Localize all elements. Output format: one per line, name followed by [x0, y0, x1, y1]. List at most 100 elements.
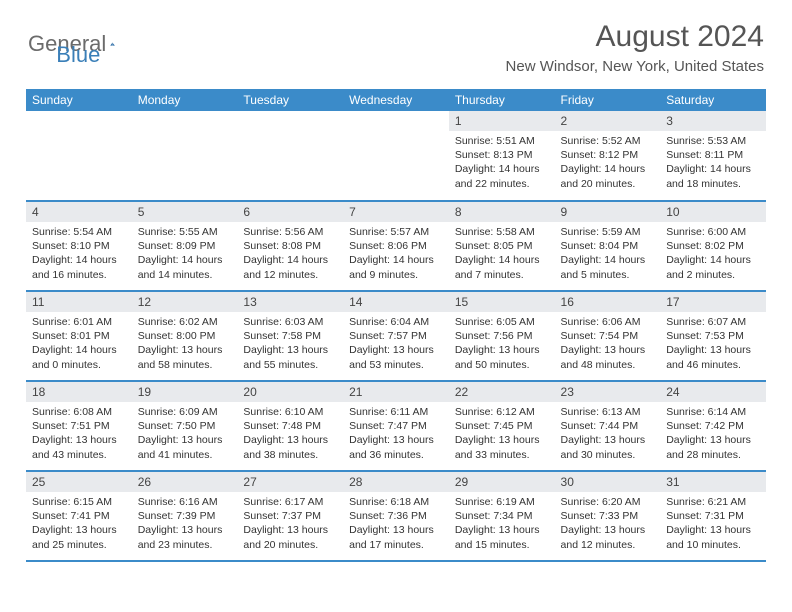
- sunset-text: Sunset: 7:54 PM: [561, 329, 655, 343]
- sunrise-text: Sunrise: 6:20 AM: [561, 495, 655, 509]
- sunset-text: Sunset: 7:45 PM: [455, 419, 549, 433]
- sunrise-text: Sunrise: 6:14 AM: [666, 405, 760, 419]
- sunrise-text: Sunrise: 5:59 AM: [561, 225, 655, 239]
- day-details: Sunrise: 6:02 AMSunset: 8:00 PMDaylight:…: [132, 312, 238, 376]
- day-cell: 22Sunrise: 6:12 AMSunset: 7:45 PMDayligh…: [449, 381, 555, 471]
- sunset-text: Sunset: 7:50 PM: [138, 419, 232, 433]
- daylight-text-2: and 55 minutes.: [243, 358, 337, 372]
- day-cell: 10Sunrise: 6:00 AMSunset: 8:02 PMDayligh…: [660, 201, 766, 291]
- sunrise-text: Sunrise: 6:09 AM: [138, 405, 232, 419]
- sunrise-text: Sunrise: 5:55 AM: [138, 225, 232, 239]
- title-block: August 2024 New Windsor, New York, Unite…: [506, 20, 764, 75]
- daylight-text: Daylight: 13 hours: [666, 433, 760, 447]
- day-number: 6: [237, 202, 343, 222]
- day-number: 7: [343, 202, 449, 222]
- sunset-text: Sunset: 7:31 PM: [666, 509, 760, 523]
- day-cell: 6Sunrise: 5:56 AMSunset: 8:08 PMDaylight…: [237, 201, 343, 291]
- day-details: Sunrise: 5:55 AMSunset: 8:09 PMDaylight:…: [132, 222, 238, 286]
- day-header-cell: Tuesday: [237, 89, 343, 111]
- day-number: 8: [449, 202, 555, 222]
- logo-text-blue: Blue: [56, 42, 100, 68]
- day-cell: 27Sunrise: 6:17 AMSunset: 7:37 PMDayligh…: [237, 471, 343, 561]
- daylight-text-2: and 48 minutes.: [561, 358, 655, 372]
- daylight-text: Daylight: 13 hours: [455, 523, 549, 537]
- sunset-text: Sunset: 7:44 PM: [561, 419, 655, 433]
- daylight-text: Daylight: 13 hours: [666, 523, 760, 537]
- daylight-text-2: and 41 minutes.: [138, 448, 232, 462]
- day-cell: 24Sunrise: 6:14 AMSunset: 7:42 PMDayligh…: [660, 381, 766, 471]
- day-number: 15: [449, 292, 555, 312]
- day-number: 10: [660, 202, 766, 222]
- day-details: Sunrise: 6:09 AMSunset: 7:50 PMDaylight:…: [132, 402, 238, 466]
- sunrise-text: Sunrise: 6:08 AM: [32, 405, 126, 419]
- sunset-text: Sunset: 8:09 PM: [138, 239, 232, 253]
- day-cell: 31Sunrise: 6:21 AMSunset: 7:31 PMDayligh…: [660, 471, 766, 561]
- sunrise-text: Sunrise: 6:01 AM: [32, 315, 126, 329]
- day-cell: 15Sunrise: 6:05 AMSunset: 7:56 PMDayligh…: [449, 291, 555, 381]
- daylight-text-2: and 33 minutes.: [455, 448, 549, 462]
- sunset-text: Sunset: 7:33 PM: [561, 509, 655, 523]
- daylight-text: Daylight: 13 hours: [349, 343, 443, 357]
- day-details: Sunrise: 6:19 AMSunset: 7:34 PMDaylight:…: [449, 492, 555, 556]
- day-details: Sunrise: 6:10 AMSunset: 7:48 PMDaylight:…: [237, 402, 343, 466]
- daylight-text-2: and 20 minutes.: [561, 177, 655, 191]
- sunrise-text: Sunrise: 5:56 AM: [243, 225, 337, 239]
- daylight-text-2: and 2 minutes.: [666, 268, 760, 282]
- day-details: Sunrise: 6:08 AMSunset: 7:51 PMDaylight:…: [26, 402, 132, 466]
- day-details: Sunrise: 6:07 AMSunset: 7:53 PMDaylight:…: [660, 312, 766, 376]
- sunset-text: Sunset: 7:34 PM: [455, 509, 549, 523]
- day-cell: 11Sunrise: 6:01 AMSunset: 8:01 PMDayligh…: [26, 291, 132, 381]
- day-details: Sunrise: 6:01 AMSunset: 8:01 PMDaylight:…: [26, 312, 132, 376]
- sunrise-text: Sunrise: 6:13 AM: [561, 405, 655, 419]
- sunset-text: Sunset: 8:02 PM: [666, 239, 760, 253]
- day-cell: 2Sunrise: 5:52 AMSunset: 8:12 PMDaylight…: [555, 111, 661, 201]
- daylight-text: Daylight: 13 hours: [455, 433, 549, 447]
- daylight-text-2: and 15 minutes.: [455, 538, 549, 552]
- day-details: Sunrise: 6:04 AMSunset: 7:57 PMDaylight:…: [343, 312, 449, 376]
- week-row: 25Sunrise: 6:15 AMSunset: 7:41 PMDayligh…: [26, 471, 766, 561]
- day-details: Sunrise: 5:51 AMSunset: 8:13 PMDaylight:…: [449, 131, 555, 195]
- sunset-text: Sunset: 7:51 PM: [32, 419, 126, 433]
- day-number: 4: [26, 202, 132, 222]
- logo: General Blue: [28, 20, 100, 68]
- day-cell: 21Sunrise: 6:11 AMSunset: 7:47 PMDayligh…: [343, 381, 449, 471]
- day-details: Sunrise: 6:06 AMSunset: 7:54 PMDaylight:…: [555, 312, 661, 376]
- sunset-text: Sunset: 7:58 PM: [243, 329, 337, 343]
- month-title: August 2024: [506, 20, 764, 54]
- sunrise-text: Sunrise: 5:57 AM: [349, 225, 443, 239]
- daylight-text: Daylight: 13 hours: [138, 523, 232, 537]
- sunrise-text: Sunrise: 6:02 AM: [138, 315, 232, 329]
- day-cell: 19Sunrise: 6:09 AMSunset: 7:50 PMDayligh…: [132, 381, 238, 471]
- day-number: 18: [26, 382, 132, 402]
- week-row: 18Sunrise: 6:08 AMSunset: 7:51 PMDayligh…: [26, 381, 766, 471]
- day-details: Sunrise: 6:00 AMSunset: 8:02 PMDaylight:…: [660, 222, 766, 286]
- daylight-text-2: and 36 minutes.: [349, 448, 443, 462]
- sunrise-text: Sunrise: 6:06 AM: [561, 315, 655, 329]
- day-cell: 8Sunrise: 5:58 AMSunset: 8:05 PMDaylight…: [449, 201, 555, 291]
- sunrise-text: Sunrise: 6:16 AM: [138, 495, 232, 509]
- header: General Blue August 2024 New Windsor, Ne…: [0, 0, 792, 83]
- daylight-text: Daylight: 13 hours: [561, 523, 655, 537]
- sunrise-text: Sunrise: 6:10 AM: [243, 405, 337, 419]
- sunset-text: Sunset: 7:57 PM: [349, 329, 443, 343]
- day-cell: 25Sunrise: 6:15 AMSunset: 7:41 PMDayligh…: [26, 471, 132, 561]
- sunrise-text: Sunrise: 6:05 AM: [455, 315, 549, 329]
- daylight-text: Daylight: 13 hours: [138, 343, 232, 357]
- day-details: Sunrise: 6:13 AMSunset: 7:44 PMDaylight:…: [555, 402, 661, 466]
- day-number: 25: [26, 472, 132, 492]
- day-number: [237, 111, 343, 131]
- day-number: 17: [660, 292, 766, 312]
- day-number: 23: [555, 382, 661, 402]
- day-cell: 7Sunrise: 5:57 AMSunset: 8:06 PMDaylight…: [343, 201, 449, 291]
- daylight-text: Daylight: 13 hours: [561, 343, 655, 357]
- day-cell: 4Sunrise: 5:54 AMSunset: 8:10 PMDaylight…: [26, 201, 132, 291]
- daylight-text-2: and 0 minutes.: [32, 358, 126, 372]
- day-number: 1: [449, 111, 555, 131]
- sunset-text: Sunset: 7:37 PM: [243, 509, 337, 523]
- sunset-text: Sunset: 7:53 PM: [666, 329, 760, 343]
- day-details: Sunrise: 6:03 AMSunset: 7:58 PMDaylight:…: [237, 312, 343, 376]
- day-details: Sunrise: 5:59 AMSunset: 8:04 PMDaylight:…: [555, 222, 661, 286]
- daylight-text: Daylight: 13 hours: [349, 433, 443, 447]
- day-number: 12: [132, 292, 238, 312]
- daylight-text: Daylight: 14 hours: [32, 253, 126, 267]
